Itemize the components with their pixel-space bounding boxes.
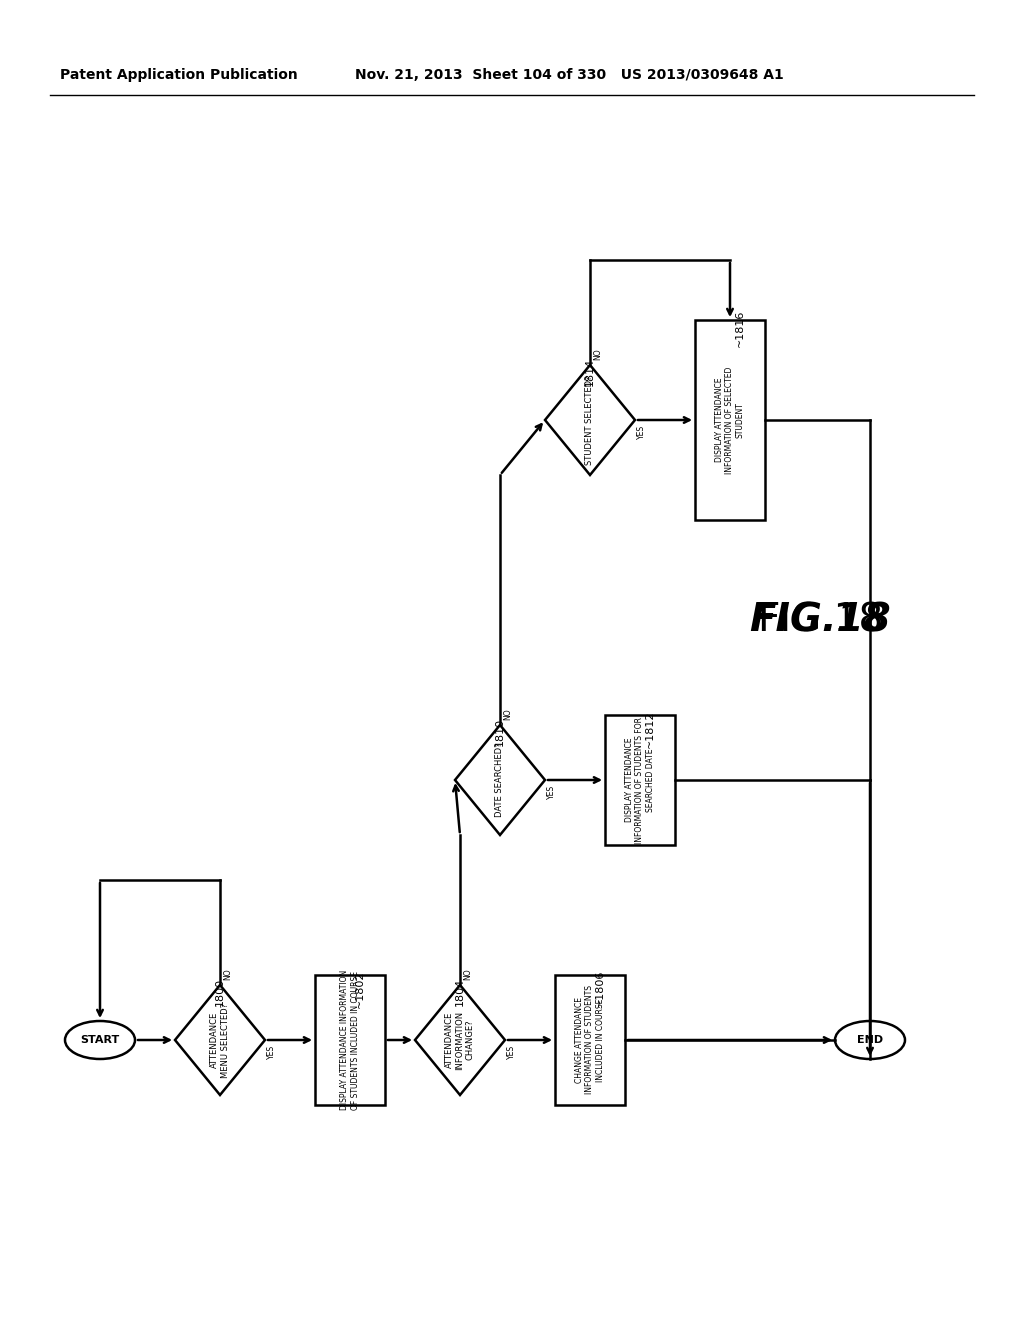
Text: DISPLAY ATTENDANCE
INFORMATION OF SELECTED
STUDENT: DISPLAY ATTENDANCE INFORMATION OF SELECT… — [715, 367, 744, 474]
Text: YES: YES — [267, 1045, 276, 1059]
Text: END: END — [857, 1035, 883, 1045]
Text: NO: NO — [503, 709, 512, 719]
Bar — [555, 975, 625, 1105]
Text: YES: YES — [507, 1045, 516, 1059]
Text: ~1816: ~1816 — [735, 310, 745, 347]
Text: NO: NO — [463, 969, 472, 979]
Text: START: START — [80, 1035, 120, 1045]
Text: 1810: 1810 — [495, 718, 505, 746]
Text: Patent Application Publication: Patent Application Publication — [60, 69, 298, 82]
Text: ATTENDANCE
MENU SELECTED?: ATTENDANCE MENU SELECTED? — [210, 1002, 229, 1077]
Text: 1800: 1800 — [215, 978, 225, 1006]
Text: 1804: 1804 — [455, 978, 465, 1006]
Text: STUDENT SELECTED?: STUDENT SELECTED? — [586, 375, 595, 465]
Text: NO: NO — [223, 969, 232, 979]
Text: FIG.18: FIG.18 — [757, 601, 883, 639]
Text: DATE SEARCHED?: DATE SEARCHED? — [496, 743, 505, 817]
Text: YES: YES — [637, 425, 646, 440]
Bar — [315, 975, 385, 1105]
Text: FIG.18: FIG.18 — [750, 601, 891, 639]
Text: Nov. 21, 2013  Sheet 104 of 330   US 2013/0309648 A1: Nov. 21, 2013 Sheet 104 of 330 US 2013/0… — [355, 69, 783, 82]
Bar — [695, 319, 765, 520]
Text: CHANGE ATTENDANCE
INFORMATION OF STUDENTS
INCLUDED IN COURSE: CHANGE ATTENDANCE INFORMATION OF STUDENT… — [575, 986, 605, 1094]
Text: DISPLAY ATTENDANCE INFORMATION
OF STUDENTS INCLUDED IN COURSE: DISPLAY ATTENDANCE INFORMATION OF STUDEN… — [340, 970, 359, 1110]
Text: ATTENDANCE
INFORMATION
CHANGE?: ATTENDANCE INFORMATION CHANGE? — [445, 1010, 475, 1069]
Bar — [605, 715, 675, 845]
Text: 1814: 1814 — [585, 358, 595, 387]
Text: NO: NO — [593, 348, 602, 360]
Text: YES: YES — [547, 785, 556, 799]
Text: ~1806: ~1806 — [595, 970, 605, 1007]
Text: ~1802: ~1802 — [355, 970, 365, 1007]
Text: DISPLAY ATTENDANCE
INFORMATION OF STUDENTS FOR
SEARCHED DATE: DISPLAY ATTENDANCE INFORMATION OF STUDEN… — [625, 717, 655, 843]
Text: ~1812: ~1812 — [645, 710, 655, 747]
